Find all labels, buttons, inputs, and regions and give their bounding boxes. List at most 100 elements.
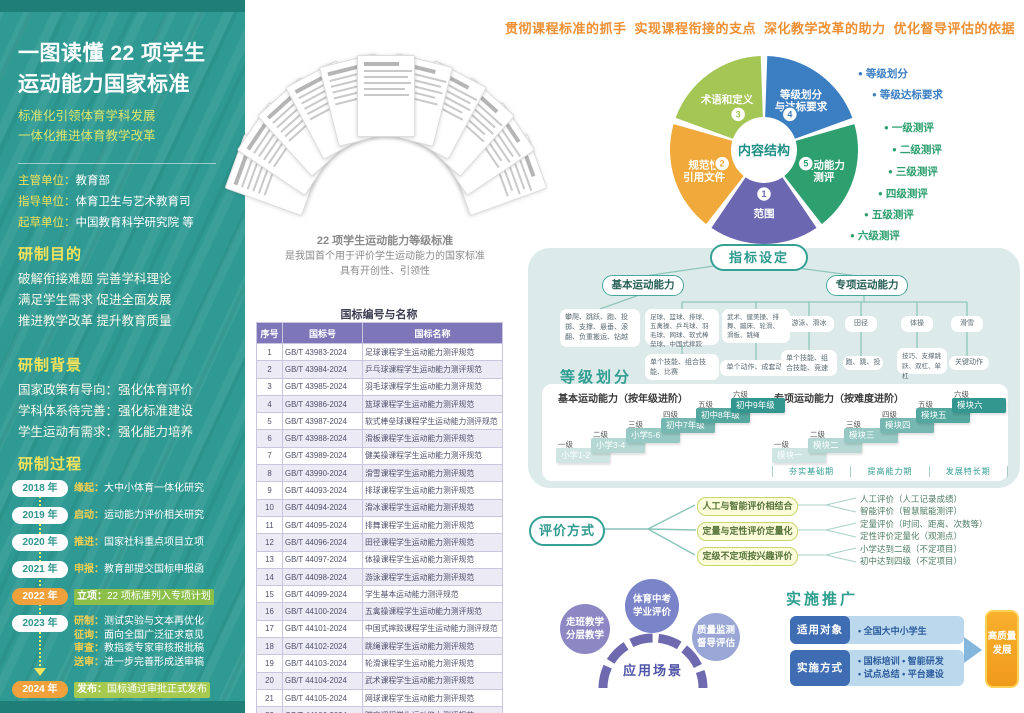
standard-code: GB/T 43984-2024: [282, 360, 363, 379]
stair-step: 模块六: [952, 398, 1006, 413]
standard-code: GB/T 44098-2024: [282, 567, 363, 587]
timeline-entries: 研制：测试实验与文本再优化 征询：面向全国广泛征求意见 审查：教指委专家审核报批稿送…: [74, 615, 236, 669]
stair-level-label: 三级: [846, 420, 861, 429]
table-header: 序号: [256, 322, 283, 344]
table-row: 14 GB/T 44098-2024 游泳课程学生运动能力测评规范: [256, 567, 503, 587]
implementation-text-line: • 试点总结 • 平台建设: [858, 669, 944, 679]
timeline-highlight: 发布：国标通过审批正式发布: [74, 682, 210, 698]
timeline-entry-text: 国标通过审批正式发布: [107, 684, 207, 695]
org-line: 起草单位：中国教育科学研究院 等: [18, 217, 194, 229]
row-index: 17: [256, 619, 283, 639]
timeline-item: 2021 年申报：教育部提交国标申报函: [12, 561, 240, 579]
timeline-entry-text: 大中小体育一体化研究: [104, 483, 204, 494]
timeline-entries: 缘起：大中小体育一体化研究: [74, 480, 236, 497]
timeline-entry: 审查：教指委专家审核报批稿: [74, 642, 236, 656]
standard-name: 田径课程学生运动能力测评规范: [362, 533, 503, 552]
phase-label: 提高能力期: [850, 466, 928, 477]
legend-item: ● 一级测评: [884, 120, 934, 135]
stair-level-label: 二级: [810, 430, 825, 439]
stair-step: 初中9年级: [731, 398, 785, 413]
row-index: 21: [256, 688, 283, 708]
evaluation-branch-pill: 定级不定项按兴趣评价: [697, 547, 798, 566]
donut-number: 2: [720, 159, 725, 169]
legend-item: ● 二级测评: [892, 142, 942, 157]
grading-left-title: 基本运动能力（按年级进阶）: [558, 394, 688, 405]
grading-phases: 夯实基础期 提高能力期 发展特长期: [772, 466, 1008, 477]
standard-name: 滑雪课程学生运动能力测评规范: [362, 464, 503, 483]
timeline-entry-tag: 启动：: [74, 510, 104, 521]
timeline-entry-tag: 推进：: [74, 537, 104, 548]
timeline-year-badge: 2024 年: [12, 681, 68, 698]
donut-number-badge: [729, 106, 747, 123]
timeline-entry-text: 测试实验与文本再优化: [104, 616, 204, 627]
row-index: 10: [256, 498, 283, 517]
sidebar: 一图读懂 22 项学生 运动能力国家标准 标准化引领体育学科发展 一体化推进体育…: [0, 0, 245, 713]
standard-name: 游泳课程学生运动能力测评规范: [362, 567, 503, 587]
donut-number-badge: [781, 106, 799, 123]
bullet-icon: ●: [884, 123, 889, 132]
sport-group-box: 游泳、滑冰: [784, 316, 834, 332]
donut-slice: [784, 124, 858, 225]
evaluation-note: 定性评价定量化（观测点）: [860, 531, 963, 541]
org-line: 指导单位：体育卫生与艺术教育司: [18, 196, 191, 208]
sport-group-box: 滑雪: [951, 316, 983, 332]
application-circle-line: 分层教学: [565, 630, 604, 641]
evaluation-note: 定量评价（时间、距离、次数等）: [860, 519, 988, 529]
divider: [18, 163, 216, 164]
standard-name: 网球课程学生运动能力测评规范: [362, 688, 503, 708]
timeline-item: 2018 年缘起：大中小体育一体化研究: [12, 480, 240, 498]
row-index: 1: [256, 342, 283, 362]
timeline-entry: 立项：22 项标准列入专项计划: [74, 588, 236, 605]
standard-code: GB/T 44103-2024: [282, 654, 363, 673]
standard-name: 滑板课程学生运动能力测评规范: [362, 429, 503, 448]
standard-name: 软式棒垒球课程学生运动能力测评规范: [362, 412, 503, 431]
donut-slice: [711, 177, 817, 244]
table-row: 19 GB/T 44103-2024 轮滑课程学生运动能力测评规范: [256, 654, 503, 673]
bullet-icon: ●: [858, 69, 863, 78]
table-row: 12 GB/T 44096-2024 田径课程学生运动能力测评规范: [256, 533, 503, 552]
result-box: 高质量 发展: [985, 610, 1019, 688]
phase-label: 夯实基础期: [772, 466, 850, 477]
standard-code: GB/T 44096-2024: [282, 533, 363, 552]
timeline-item: 2023 年研制：测试实验与文本再优化 征询：面向全国广泛征求意见 审查：教指委专家…: [12, 615, 240, 669]
bullet-icon: ●: [892, 145, 897, 154]
row-index: 19: [256, 654, 283, 673]
standard-code: GB/T 44099-2024: [282, 585, 363, 604]
purpose-heading: 研制目的: [18, 246, 83, 263]
sport-group-box: 武术、健美操、排舞、蹦床、轮滑、滑板、跳绳: [722, 309, 790, 343]
document-text-line: [364, 88, 406, 90]
row-index: 16: [256, 602, 283, 621]
table-row: 20 GB/T 44104-2024 武术课程学生运动能力测评规范: [256, 671, 503, 690]
document-text-line: [364, 70, 413, 72]
standard-code: GB/T 44094-2024: [282, 498, 363, 517]
timeline-entries: 启动：运动能力评价相关研究: [74, 507, 236, 524]
standard-code: GB/T 43988-2024: [282, 429, 363, 448]
legend-label: 四级测评: [885, 188, 928, 200]
table-row: 7 GB/T 43989-2024 健美操课程学生运动能力测评规范: [256, 446, 503, 466]
evaluation-branch-pill: 人工与智能评价相结合: [697, 497, 798, 516]
table-row: 22GB/T 44106-2024蹦床课程学生运动能力测评规范: [256, 706, 503, 713]
timeline-year-badge: 2018 年: [12, 480, 68, 497]
timeline-entry-tag: 送审：: [74, 656, 104, 668]
stair-level-label: 五级: [918, 400, 933, 409]
standard-code: GB/T 43985-2024: [282, 377, 363, 396]
donut-center: [733, 119, 795, 181]
stair-level-label: 五级: [698, 400, 713, 409]
basic-ability-node: 基本运动能力: [602, 275, 684, 296]
table-row: 18 GB/T 44102-2024 跳绳课程学生运动能力测评规范: [256, 637, 503, 656]
timeline-entry-text: 教指委专家审核报批稿: [104, 643, 204, 654]
row-index: 6: [256, 429, 283, 448]
arrow-right-icon: [964, 637, 982, 663]
document-text-line: [364, 94, 409, 96]
bullet-icon: ●: [872, 90, 877, 99]
indicator-badge: 指标设定: [710, 244, 808, 271]
poster-title: 一图读懂 22 项学生 运动能力国家标准: [18, 38, 232, 100]
application-title: 应用场景: [622, 663, 683, 678]
table-row: 8 GB/T 43990-2024 滑雪课程学生运动能力测评规范: [256, 464, 503, 483]
process-heading: 研制过程: [18, 456, 83, 473]
timeline-entry-text: 22 项标准列入专项计划: [107, 591, 211, 602]
donut-number-badge: [797, 155, 815, 172]
standard-code: GB/T 44104-2024: [282, 671, 363, 690]
application-circle-line: 走班教学: [565, 617, 604, 628]
table-header: 国标名称: [362, 322, 503, 344]
